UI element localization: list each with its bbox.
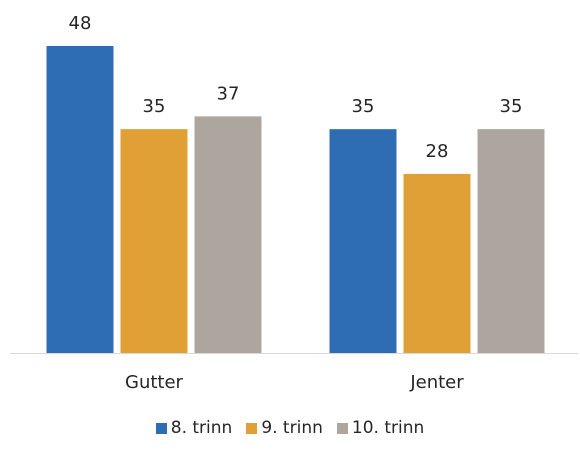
- category-label: Gutter: [125, 372, 184, 393]
- legend-swatch: [155, 422, 167, 434]
- legend-label: 9. trinn: [261, 418, 323, 438]
- category-label: Jenter: [409, 372, 464, 393]
- legend-swatch: [246, 422, 258, 434]
- legend-item: 9. trinn: [246, 418, 323, 438]
- legend-item: 10. trinn: [336, 418, 425, 438]
- legend-item: 8. trinn: [155, 418, 233, 438]
- bar-gutter-2: [120, 129, 188, 353]
- legend-label: 10. trinn: [351, 418, 425, 438]
- bar-jenter-3: [477, 129, 545, 353]
- data-label: 37: [217, 83, 240, 104]
- bar-jenter-2: [403, 173, 471, 353]
- bar-gutter-3: [194, 116, 262, 354]
- legend: 8. trinn 9. trinn 10. trinn: [0, 418, 580, 438]
- bar-gutter-1: [46, 46, 114, 353]
- data-label: 48: [69, 13, 92, 34]
- data-label: 35: [352, 96, 375, 117]
- legend-label: 8. trinn: [170, 418, 233, 438]
- data-label: 35: [143, 96, 166, 117]
- bar-jenter-1: [329, 129, 397, 353]
- data-label: 35: [500, 96, 523, 117]
- data-label: 28: [426, 141, 449, 162]
- legend-swatch: [336, 422, 348, 434]
